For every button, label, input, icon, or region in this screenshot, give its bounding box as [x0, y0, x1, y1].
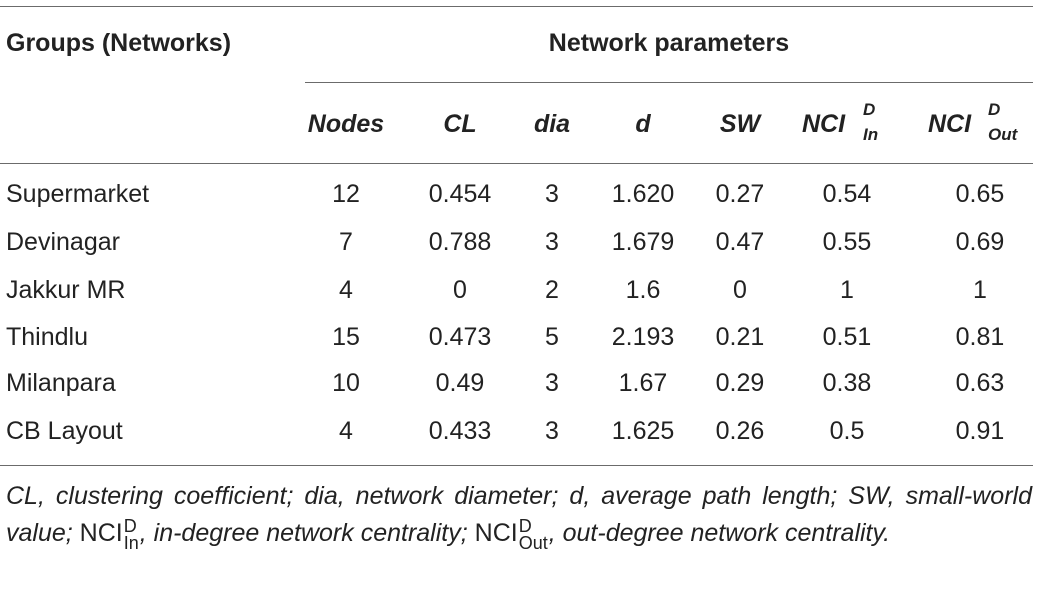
- cell-sw: 0.27: [715, 180, 765, 208]
- cell-d: 1.620: [611, 180, 675, 208]
- header-rule: [0, 163, 1033, 164]
- footnote-nci-in-sub: In: [123, 533, 139, 553]
- cell-cl: 0.788: [428, 228, 492, 256]
- footnote-nci-out-desc: , out-degree network centrality.: [548, 519, 891, 547]
- cell-nci-in: 0.51: [822, 323, 872, 351]
- cell-d: 1.6: [625, 276, 661, 304]
- cell-nodes: 7: [339, 228, 353, 256]
- groups-header: Groups (Networks): [6, 29, 232, 57]
- footnote-nci-in: NCI D In: [79, 516, 140, 552]
- cell-d: 1.679: [611, 228, 675, 256]
- cell-nci-in: 0.54: [822, 180, 872, 208]
- row-name: Thindlu: [6, 323, 88, 351]
- col-dia-header: dia: [533, 110, 571, 138]
- cell-dia: 3: [545, 369, 559, 397]
- cell-nci-in: 0.5: [829, 417, 865, 445]
- cell-nodes: 4: [339, 276, 353, 304]
- cell-nci-in: 1: [840, 276, 854, 304]
- cell-cl: 0: [453, 276, 467, 304]
- footnote-nci-in-desc: , in-degree network centrality;: [139, 519, 468, 547]
- footnote-nci-out-sub: Out: [518, 533, 548, 553]
- footnote-nci-in-sup: D: [123, 516, 137, 536]
- cell-dia: 5: [545, 323, 559, 351]
- cell-d: 1.625: [611, 417, 675, 445]
- cell-dia: 3: [545, 417, 559, 445]
- cell-nci-out: 0.65: [955, 180, 1005, 208]
- cell-sw: 0.21: [715, 323, 765, 351]
- col-d-header: d: [635, 110, 651, 138]
- cell-cl: 0.49: [435, 369, 485, 397]
- row-name: Jakkur MR: [6, 276, 126, 304]
- table-footnote: CL, clustering coefficient; dia, network…: [6, 478, 1032, 552]
- cell-dia: 3: [545, 180, 559, 208]
- cell-sw: 0.29: [715, 369, 765, 397]
- cell-nci-in: 0.38: [822, 369, 872, 397]
- cell-cl: 0.454: [428, 180, 492, 208]
- cell-sw: 0: [733, 276, 747, 304]
- footnote-abbreviations: CL, clustering coefficient; dia, network…: [6, 482, 1032, 547]
- cell-sw: 0.47: [715, 228, 765, 256]
- col-nodes-header: Nodes: [307, 110, 385, 138]
- cell-sw: 0.26: [715, 417, 765, 445]
- cell-cl: 0.473: [428, 323, 492, 351]
- cell-nci-in: 0.55: [822, 228, 872, 256]
- col-cl-header: CL: [443, 110, 477, 138]
- footnote-nci-out-base: NCI: [474, 519, 518, 547]
- col-nci-out-header: NCI: [928, 110, 972, 138]
- row-name: CB Layout: [6, 417, 123, 445]
- row-name: Supermarket: [6, 180, 150, 208]
- footnote-nci-in-base: NCI: [79, 519, 123, 547]
- params-rule: [305, 82, 1033, 83]
- cell-nci-out: 0.63: [955, 369, 1005, 397]
- cell-nodes: 12: [332, 180, 360, 208]
- col-nci-out-sub: Out: [988, 125, 1018, 144]
- footnote-nci-out-sup: D: [518, 516, 532, 536]
- col-nci-in-header: NCI: [802, 110, 846, 138]
- cell-dia: 3: [545, 228, 559, 256]
- cell-nodes: 15: [332, 323, 360, 351]
- col-nci-out-sup: D: [988, 100, 1001, 119]
- cell-dia: 2: [545, 276, 559, 304]
- cell-nci-out: 1: [973, 276, 987, 304]
- network-parameters-header: Network parameters: [548, 29, 790, 57]
- cell-nci-out: 0.69: [955, 228, 1005, 256]
- row-name: Devinagar: [6, 228, 120, 256]
- cell-nci-out: 0.91: [955, 417, 1005, 445]
- col-sw-header: SW: [719, 110, 761, 138]
- cell-nodes: 4: [339, 417, 353, 445]
- cell-d: 2.193: [611, 323, 675, 351]
- row-name: Milanpara: [6, 369, 116, 397]
- body-rule: [0, 465, 1033, 466]
- cell-nodes: 10: [332, 369, 360, 397]
- col-nci-in-sub: In: [863, 125, 879, 144]
- col-nci-in-sup: D: [863, 100, 876, 119]
- top-rule: [0, 6, 1033, 7]
- footnote-nci-out: NCI D Out: [474, 516, 549, 552]
- cell-d: 1.67: [618, 369, 668, 397]
- cell-nci-out: 0.81: [955, 323, 1005, 351]
- cell-cl: 0.433: [428, 417, 492, 445]
